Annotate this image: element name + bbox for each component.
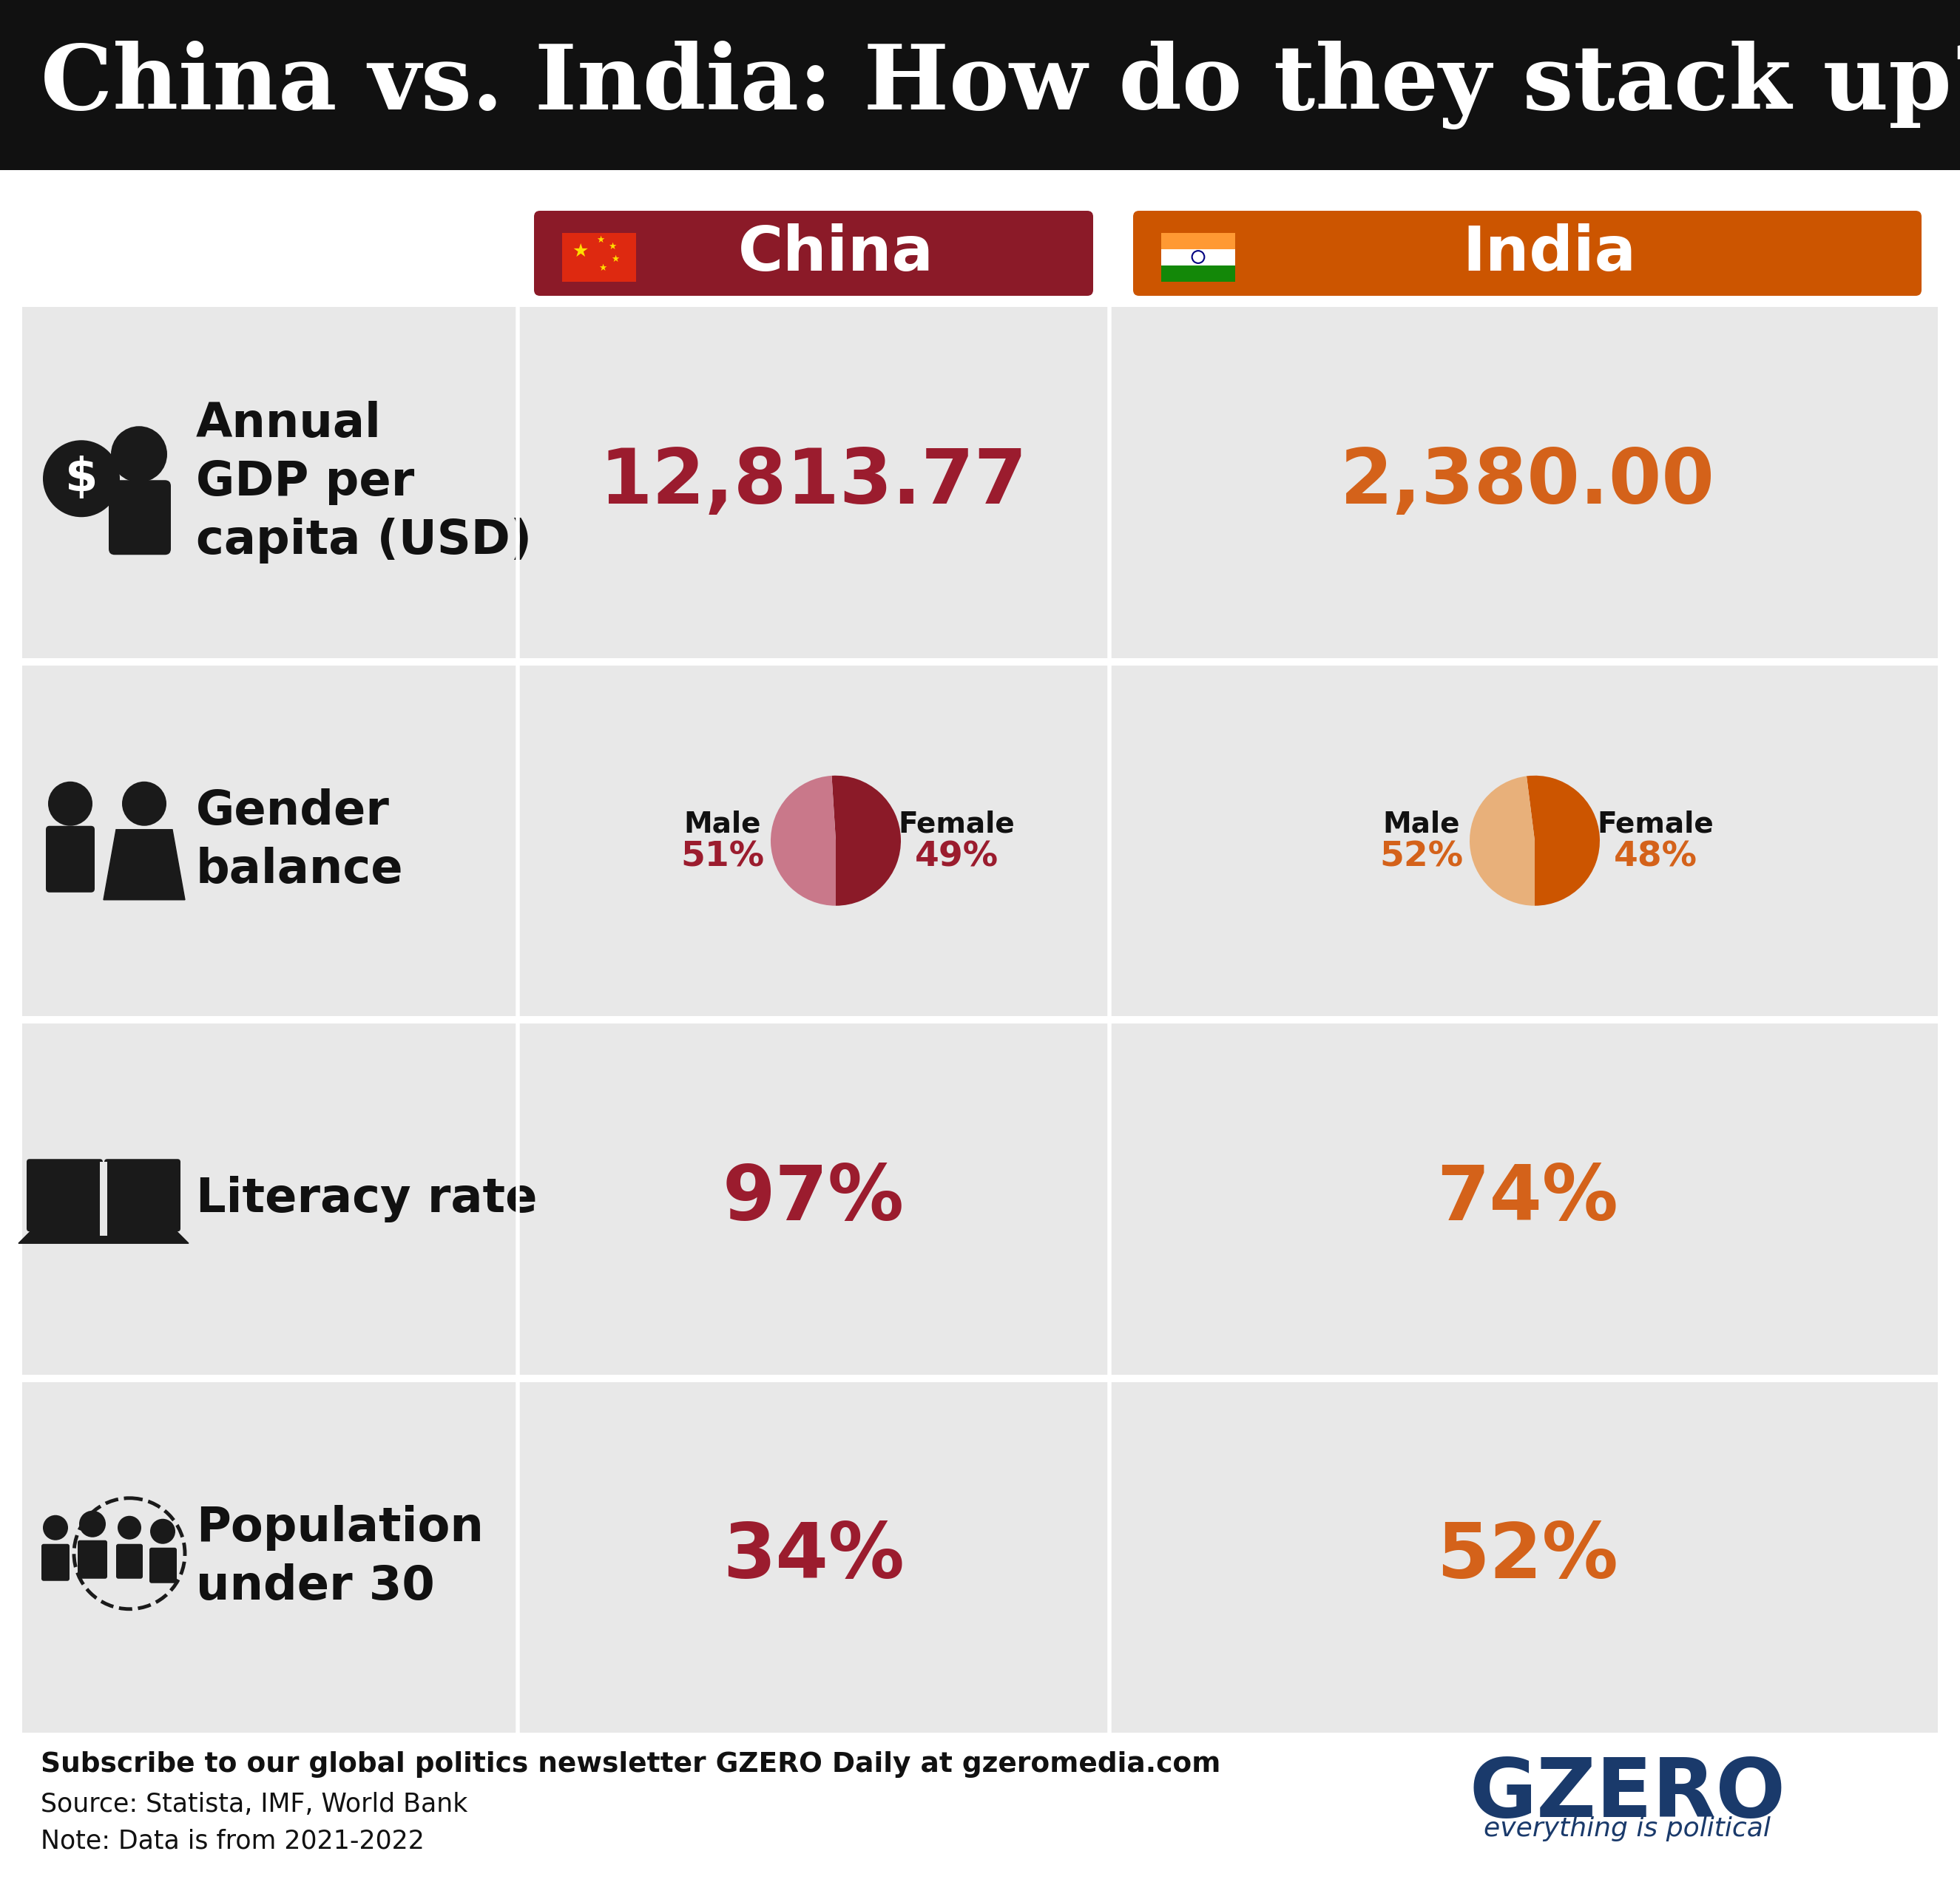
Text: ★: ★	[572, 242, 588, 261]
Text: Subscribe to our global politics newsletter GZERO Daily at gzeromedia.com: Subscribe to our global politics newslet…	[41, 1752, 1221, 1778]
Text: ★: ★	[596, 236, 606, 245]
FancyBboxPatch shape	[41, 1544, 69, 1580]
Text: 2,380.00: 2,380.00	[1341, 446, 1715, 519]
Text: Population
under 30: Population under 30	[196, 1505, 484, 1609]
FancyBboxPatch shape	[1160, 264, 1235, 281]
Text: Gender
balance: Gender balance	[196, 789, 404, 893]
Text: Female: Female	[1597, 810, 1713, 838]
Text: Note: Data is from 2021-2022: Note: Data is from 2021-2022	[41, 1829, 425, 1854]
Wedge shape	[1470, 776, 1535, 906]
Circle shape	[151, 1518, 174, 1544]
Text: 52%: 52%	[1380, 840, 1464, 874]
Wedge shape	[831, 776, 902, 906]
Text: India: India	[1462, 223, 1637, 283]
FancyBboxPatch shape	[123, 829, 165, 859]
Text: Male: Male	[1384, 810, 1460, 838]
Text: Annual
GDP per
capita (USD): Annual GDP per capita (USD)	[196, 400, 531, 565]
FancyBboxPatch shape	[45, 825, 94, 893]
FancyBboxPatch shape	[22, 665, 1938, 1016]
Wedge shape	[1527, 776, 1599, 906]
FancyBboxPatch shape	[1160, 232, 1235, 249]
Text: $: $	[65, 455, 98, 502]
Text: everything is political: everything is political	[1484, 1816, 1770, 1841]
Text: ★: ★	[612, 255, 619, 264]
Text: ★: ★	[608, 242, 617, 251]
Circle shape	[43, 1514, 69, 1541]
FancyBboxPatch shape	[1133, 211, 1921, 296]
Text: China: China	[737, 223, 933, 283]
Text: ★: ★	[598, 262, 608, 272]
Text: 34%: 34%	[723, 1520, 904, 1595]
FancyBboxPatch shape	[27, 1159, 102, 1231]
Polygon shape	[104, 829, 184, 901]
FancyBboxPatch shape	[108, 480, 171, 555]
FancyBboxPatch shape	[22, 308, 1938, 657]
FancyBboxPatch shape	[22, 1382, 1938, 1733]
Circle shape	[112, 427, 167, 481]
FancyBboxPatch shape	[100, 1161, 108, 1237]
Text: China vs. India: How do they stack up?: China vs. India: How do they stack up?	[41, 42, 1960, 130]
Circle shape	[43, 440, 120, 517]
Text: Female: Female	[898, 810, 1015, 838]
Circle shape	[78, 1510, 106, 1537]
Text: 97%: 97%	[723, 1161, 906, 1237]
Text: 49%: 49%	[915, 840, 998, 874]
Wedge shape	[770, 776, 835, 906]
FancyBboxPatch shape	[22, 1023, 1938, 1374]
FancyBboxPatch shape	[78, 1541, 108, 1578]
Circle shape	[118, 1516, 141, 1539]
Circle shape	[122, 782, 167, 825]
FancyBboxPatch shape	[149, 1548, 176, 1584]
FancyBboxPatch shape	[563, 232, 637, 281]
FancyBboxPatch shape	[1160, 249, 1235, 264]
Text: Literacy rate: Literacy rate	[196, 1176, 537, 1222]
Text: 51%: 51%	[680, 840, 764, 874]
Polygon shape	[18, 1229, 188, 1244]
Text: 48%: 48%	[1613, 840, 1697, 874]
Text: Male: Male	[684, 810, 760, 838]
FancyBboxPatch shape	[533, 211, 1094, 296]
Circle shape	[49, 782, 92, 825]
Text: Source: Statista, IMF, World Bank: Source: Statista, IMF, World Bank	[41, 1792, 468, 1816]
Text: 52%: 52%	[1437, 1520, 1619, 1595]
FancyBboxPatch shape	[116, 1544, 143, 1578]
Text: GZERO: GZERO	[1468, 1754, 1786, 1833]
FancyBboxPatch shape	[104, 1159, 180, 1231]
FancyBboxPatch shape	[0, 0, 1960, 170]
Text: 12,813.77: 12,813.77	[600, 446, 1027, 519]
Text: 74%: 74%	[1437, 1161, 1619, 1237]
